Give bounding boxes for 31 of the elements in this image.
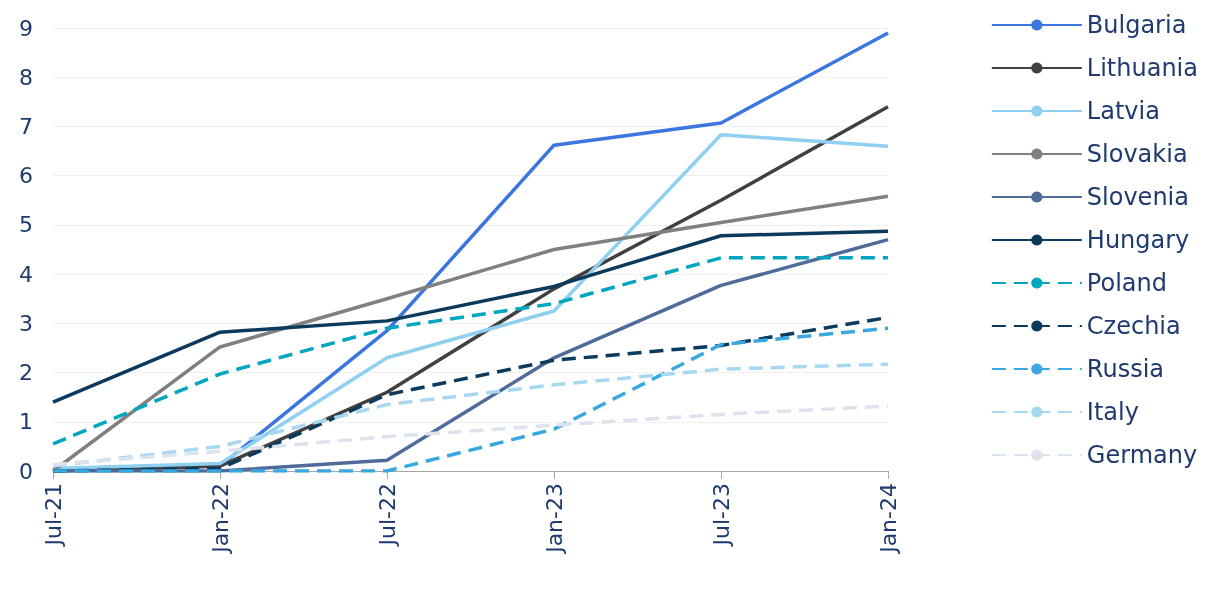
x-tick-label: Jul-22 xyxy=(374,483,400,548)
x-tick-label: Jan-24 xyxy=(875,483,901,555)
y-tick-label: 5 xyxy=(19,212,33,238)
legend-label: Latvia xyxy=(1086,97,1160,125)
line-series xyxy=(51,256,890,446)
line-series xyxy=(51,404,890,467)
y-tick-label: 8 xyxy=(19,64,33,90)
legend-label: Czechia xyxy=(1086,312,1181,340)
y-tick-label: 9 xyxy=(19,15,33,41)
legend-label: Bulgaria xyxy=(1086,11,1187,39)
legend-label: Germany xyxy=(1086,441,1198,469)
legend-label: Poland xyxy=(1086,269,1167,297)
legend-label: Slovakia xyxy=(1086,140,1188,168)
y-tick-label: 1 xyxy=(19,409,33,435)
legend-label: Hungary xyxy=(1086,226,1190,254)
line-series xyxy=(51,229,890,404)
legend-label: Lithuania xyxy=(1086,54,1199,82)
legend-label: Russia xyxy=(1086,355,1165,383)
legend-label: Slovenia xyxy=(1086,183,1189,211)
y-tick-label: 0 xyxy=(19,458,33,484)
legend-label: Italy xyxy=(1086,398,1139,426)
y-tick-label: 2 xyxy=(19,360,33,386)
y-tick-label: 7 xyxy=(19,113,33,139)
line-series xyxy=(51,362,890,468)
y-tick-label: 6 xyxy=(19,163,33,189)
x-tick-label: Jul-21 xyxy=(40,483,66,548)
y-tick-label: 4 xyxy=(19,261,33,287)
x-tick-label: Jan-23 xyxy=(541,483,567,555)
y-tick-label: 3 xyxy=(19,310,33,336)
x-tick-label: Jan-22 xyxy=(207,483,233,555)
x-tick-label: Jul-23 xyxy=(708,483,734,548)
